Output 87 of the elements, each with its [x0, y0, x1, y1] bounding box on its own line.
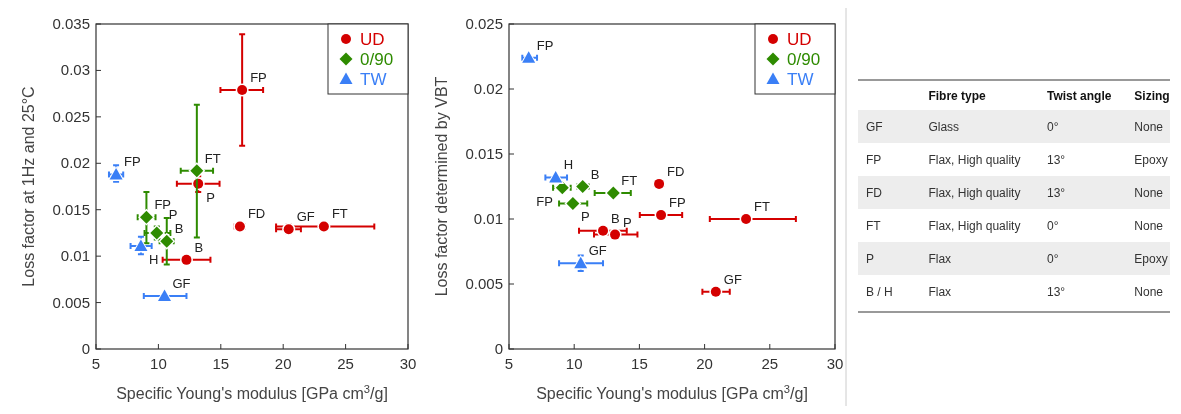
y-tick-label: 0: [81, 340, 90, 357]
text: None: [1134, 285, 1164, 299]
annotation: P: [206, 189, 215, 205]
x-tick-label: 10: [150, 355, 167, 372]
annotation: GF: [723, 271, 742, 287]
text: Flax: [928, 252, 952, 266]
category-label: Sizing: [1134, 89, 1170, 103]
text: FP: [866, 153, 882, 167]
annotation: FD: [247, 206, 266, 222]
y-tick-label: 0.01: [473, 210, 503, 227]
text: None: [1134, 120, 1164, 134]
annotation: GF: [172, 276, 191, 292]
y-tick-label: 0.035: [52, 15, 90, 32]
legend-label: TW: [360, 70, 387, 89]
annotation: FP: [536, 193, 553, 209]
annotation: FT: [204, 150, 221, 166]
annotation: FP: [669, 195, 686, 211]
text: 13°: [1046, 285, 1066, 299]
x-axis-title: Specific Young's modulus [GPa cm$^{3}$/g]: [116, 383, 388, 402]
text: 13°: [1046, 186, 1066, 200]
x-tick-label: 10: [565, 355, 583, 372]
x-tick-label: 30: [399, 355, 417, 372]
y-tick-label: 0.03: [60, 61, 90, 79]
y-tick-label: 0.02: [60, 154, 90, 172]
annotation: GF: [296, 209, 315, 225]
text: FD: [866, 186, 882, 200]
y-tick-label: 0.025: [465, 15, 503, 32]
annotation: P: [580, 209, 590, 225]
annotation: FT: [621, 173, 638, 188]
x-tick-label: 20: [696, 355, 713, 372]
x-tick-label: 20: [274, 355, 292, 372]
legend-label: UD: [360, 30, 385, 49]
legend-label: UD: [787, 30, 812, 49]
text: GF: [866, 120, 883, 134]
text: Flax: [928, 285, 952, 299]
y-axis-title: Loss factor determined by VBT: [433, 76, 450, 297]
text: 0°: [1046, 120, 1059, 134]
text: Flax, High quality: [928, 153, 1021, 167]
annotation: GF: [588, 243, 607, 259]
text: Epoxy: [1134, 252, 1168, 266]
text: Flax, High quality: [928, 219, 1021, 233]
text: None: [1134, 186, 1164, 200]
text: Glass: [928, 120, 960, 134]
x-tick-label: 25: [337, 355, 354, 372]
text: Epoxy: [1134, 153, 1168, 167]
text: Flax, High quality: [928, 186, 1021, 200]
y-tick-label: 0.005: [465, 275, 503, 292]
y-tick-label: 0.015: [52, 200, 90, 218]
annotation: FP: [536, 37, 554, 53]
y-tick-label: 0.025: [52, 107, 90, 125]
annotation: FT: [754, 199, 771, 214]
x-tick-label: 15: [212, 355, 230, 372]
annotation: P: [623, 214, 632, 230]
x-tick-label: 30: [826, 355, 844, 372]
category-label: Twist angle: [1046, 89, 1112, 103]
annotation: FP: [250, 69, 267, 85]
annotation: FT: [331, 206, 348, 222]
annotation: B: [174, 221, 184, 237]
text: B / H: [866, 285, 893, 299]
text: 0°: [1046, 219, 1059, 233]
y-axis-title: Loss factor at 1Hz and 25°C: [20, 86, 37, 287]
annotation: H: [563, 157, 574, 173]
legend-label: TW: [787, 70, 814, 89]
text: None: [1134, 219, 1164, 233]
annotation: B: [611, 210, 620, 226]
y-tick-label: 0.005: [52, 293, 90, 311]
annotation: B: [194, 239, 204, 255]
text: 0°: [1046, 252, 1059, 266]
y-tick-label: 0.02: [473, 80, 503, 97]
text: P: [866, 252, 875, 266]
text: 13°: [1046, 153, 1066, 167]
y-tick-label: 0: [494, 340, 503, 357]
x-tick-label: 15: [631, 355, 648, 372]
category-label: Fibre type: [928, 89, 987, 103]
y-tick-label: 0.01: [60, 247, 90, 265]
x-axis-title: Specific Young's modulus [GPa cm$^{3}$/g]: [536, 383, 808, 402]
annotation: H: [148, 251, 159, 267]
y-tick-label: 0.015: [465, 145, 503, 162]
annotation: B: [590, 166, 600, 182]
text: FT: [866, 219, 881, 233]
x-tick-label: 25: [761, 355, 779, 372]
x-tick-label: 5: [91, 355, 101, 372]
legend-label: 0/90: [787, 50, 821, 69]
annotation: FP: [124, 154, 141, 170]
x-tick-label: 5: [504, 355, 514, 372]
legend-label: 0/90: [360, 50, 394, 69]
annotation: FD: [667, 163, 685, 179]
